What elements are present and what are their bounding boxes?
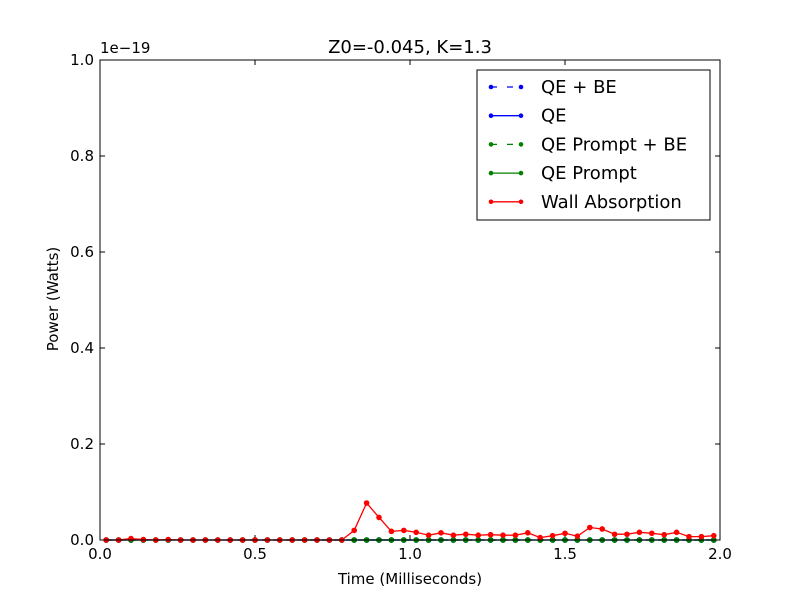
legend-marker-wall-absorption: [488, 199, 494, 205]
legend-marker-qe: [518, 113, 524, 118]
series-point-wall-absorption: [351, 527, 358, 534]
y-tick-label: 0.2: [70, 435, 94, 453]
y-tick-label: 1.0: [70, 51, 94, 69]
series-point-wall-absorption: [401, 527, 407, 534]
y-tick-label: 0.8: [70, 147, 94, 165]
plot-frame: [99, 59, 721, 541]
y-tick-label: 0.6: [70, 243, 94, 261]
series-point-wall-absorption: [673, 529, 680, 536]
legend-marker-qe-be: [488, 84, 494, 90]
series-point-wall-absorption: [636, 529, 643, 536]
series-point-wall-absorption: [711, 532, 717, 539]
series-point-wall-absorption: [649, 530, 655, 537]
series-point-wall-absorption: [376, 514, 382, 521]
series-point-wall-absorption: [425, 532, 432, 539]
legend-label-qe-prompt: QE Prompt: [541, 163, 637, 184]
series-point-wall-absorption: [463, 531, 469, 538]
series-point-wall-absorption: [363, 500, 370, 506]
legend-marker-qe-prompt-be: [488, 142, 494, 147]
series-point-wall-absorption: [388, 528, 395, 535]
y-tick-label: 0.0: [70, 531, 94, 549]
legend-marker-qe: [488, 113, 494, 118]
series-point-wall-absorption: [611, 531, 618, 538]
series-point-wall-absorption: [661, 531, 668, 538]
x-tick-label: 2.0: [708, 545, 732, 563]
series-point-wall-absorption: [574, 533, 581, 539]
series-point-wall-absorption: [686, 533, 692, 540]
series-point-wall-absorption: [450, 532, 457, 539]
legend-label-qe: QE: [541, 106, 567, 127]
series-point-wall-absorption: [587, 524, 593, 531]
chart-title: Z0=-0.045, K=1.3: [328, 37, 492, 58]
series-point-wall-absorption: [413, 529, 420, 536]
series-point-wall-absorption: [599, 526, 606, 532]
series-point-wall-absorption: [475, 532, 482, 539]
series-point-wall-absorption: [624, 531, 630, 538]
x-axis-label: Time (Milliseconds): [337, 570, 482, 588]
series-point-wall-absorption: [487, 531, 494, 538]
legend-marker-qe-prompt: [518, 170, 524, 176]
series-point-wall-absorption: [500, 532, 506, 539]
legend-marker-qe-prompt-be: [518, 142, 524, 147]
x-tick-label: 1.5: [553, 545, 577, 563]
y-axis-label: Power (Watts): [44, 247, 62, 351]
series-point-wall-absorption: [698, 533, 705, 540]
series-point-wall-absorption: [549, 532, 556, 539]
series-point-wall-absorption: [512, 532, 519, 539]
x-tick-label: 1.0: [398, 545, 422, 563]
legend-label-qe-prompt-be: QE Prompt + BE: [541, 134, 687, 155]
y-offset-label: 1e−19: [100, 39, 150, 57]
legend-label-qe-be: QE + BE: [541, 77, 617, 98]
series-point-wall-absorption: [525, 530, 531, 536]
legend-marker-qe-be: [518, 84, 524, 90]
legend-marker-qe-prompt: [488, 170, 494, 176]
y-tick-label: 0.4: [70, 339, 94, 357]
series-point-wall-absorption: [537, 534, 544, 541]
x-tick-label: 0.5: [243, 545, 267, 563]
legend-marker-wall-absorption: [518, 199, 524, 205]
legend-box: [476, 69, 711, 221]
x-tick-label: 0.0: [88, 545, 112, 563]
legend-label-wall-absorption: Wall Absorption: [541, 192, 682, 213]
series-point-wall-absorption: [438, 530, 444, 536]
series-point-wall-absorption: [562, 530, 568, 537]
